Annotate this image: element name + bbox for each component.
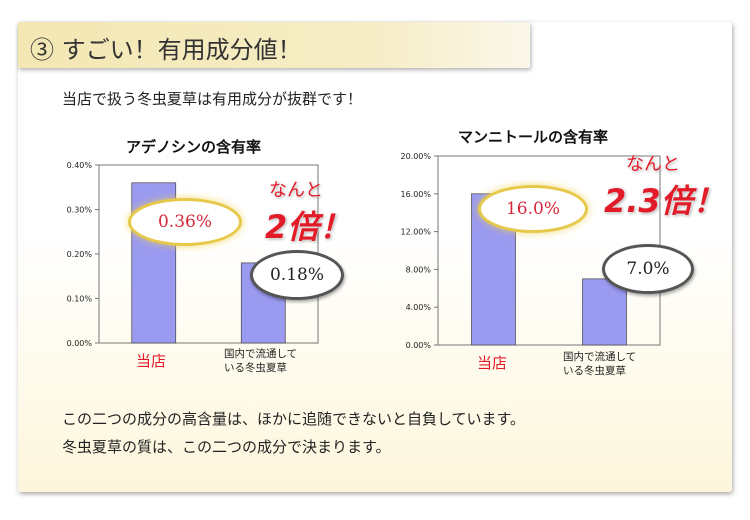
chart1-callout: なんと 2倍！ xyxy=(265,176,351,248)
chart2-ytick-label: 16.00% xyxy=(400,190,431,199)
section-title-bar xyxy=(18,22,530,68)
chart2-ytick-label: 0.00% xyxy=(406,341,432,350)
chart1-ytick-label: 0.00% xyxy=(67,339,93,348)
chart1-ytick-label: 0.10% xyxy=(67,295,93,304)
chart2-ytick-label: 4.00% xyxy=(406,303,432,312)
chart2-ytick-label: 8.00% xyxy=(406,265,432,274)
chart2-title: マンニトールの含有率 xyxy=(458,128,609,146)
chart2-callout-line2: 2.3倍！ xyxy=(604,182,725,220)
footer-line-2: 冬虫夏草の質は、この二つの成分で決まります。 xyxy=(62,438,391,456)
chart1-ytick-label: 0.20% xyxy=(67,250,93,259)
chart1-title: アデノシンの含有率 xyxy=(126,138,262,156)
chart1-callout-line2: 2倍！ xyxy=(265,208,352,246)
chart2-callout-line1: なんと xyxy=(626,154,680,175)
chart2-ytick-label: 12.00% xyxy=(400,228,431,237)
chart2-category-0: 当店 xyxy=(477,354,508,372)
chart2-value-label-1: 7.0% xyxy=(602,244,694,294)
chart1-ytick-label: 0.40% xyxy=(67,161,93,170)
chart1-category-0: 当店 xyxy=(136,352,167,370)
chart2-category-1: 国内で流通して いる冬虫夏草 xyxy=(563,351,637,377)
chart1-ytick-label: 0.30% xyxy=(67,206,93,215)
chart1-value-label-1: 0.18% xyxy=(250,250,344,300)
section-title: ③ すごい！有用成分値！ xyxy=(30,36,302,64)
chart1-value-label-0: 0.36% xyxy=(128,198,242,246)
chart1-category-1: 国内で流通して いる冬虫夏草 xyxy=(224,348,298,374)
footer-line-1: この二つの成分の高含量は、ほかに追随できないと自負しています。 xyxy=(62,410,526,428)
chart2-bar-1 xyxy=(582,278,627,346)
chart2-callout: なんと 2.3倍！ xyxy=(604,150,725,222)
chart2-value-label-0: 16.0% xyxy=(478,185,588,233)
chart2-ytick-label: 20.00% xyxy=(400,152,431,161)
intro-text: 当店で扱う冬虫夏草は有用成分が抜群です！ xyxy=(62,90,363,108)
chart1-callout-line1: なんと xyxy=(269,180,323,201)
